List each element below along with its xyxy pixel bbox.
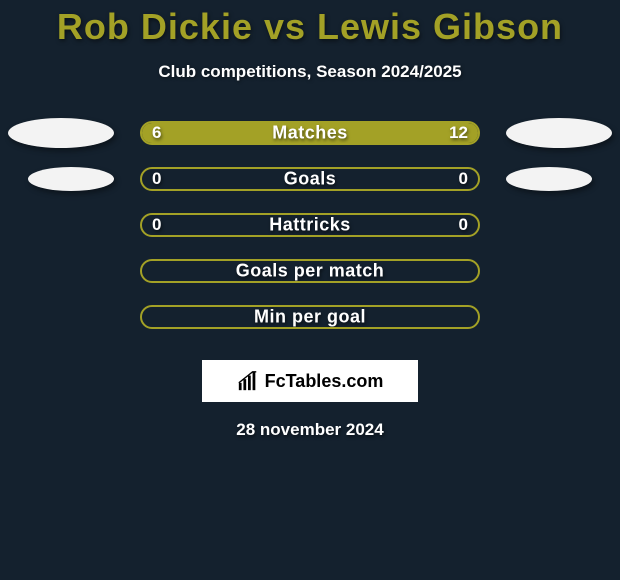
stat-row: 612Matches: [0, 110, 620, 156]
stat-label: Min per goal: [142, 307, 478, 328]
stat-bar: 0 0Goals: [140, 167, 480, 191]
bar-chart-icon: [237, 370, 259, 392]
subtitle: Club competitions, Season 2024/2025: [0, 62, 620, 82]
stat-bar: Min per goal: [140, 305, 480, 329]
player-badge-left: [8, 118, 114, 148]
stat-value-right: 0: [459, 169, 468, 189]
stat-row: 0 0Hattricks: [0, 202, 620, 248]
comparison-infographic: { "title": { "text": "Rob Dickie vs Lewi…: [0, 0, 620, 580]
date-text: 28 november 2024: [0, 420, 620, 440]
stat-value-left: 0: [152, 215, 161, 235]
brand-text: FcTables.com: [265, 371, 384, 392]
stat-row: Goals per match: [0, 248, 620, 294]
player-badge-right: [506, 167, 592, 191]
stat-bar: 0 0Hattricks: [140, 213, 480, 237]
stat-row: Min per goal: [0, 294, 620, 340]
player-badge-left: [28, 167, 114, 191]
stat-rows: 612Matches00Goals00HattricksGoals per ma…: [0, 110, 620, 340]
stat-label: Hattricks: [142, 215, 478, 236]
stat-value-right: 0: [459, 215, 468, 235]
stat-bar: Goals per match: [140, 259, 480, 283]
page-title: Rob Dickie vs Lewis Gibson: [0, 0, 620, 48]
stat-value-left: 0: [152, 169, 161, 189]
player-badge-right: [506, 118, 612, 148]
stat-label: Goals per match: [142, 261, 478, 282]
stat-row: 0 0Goals: [0, 156, 620, 202]
stat-bar: 612Matches: [140, 121, 480, 145]
brand-box: FcTables.com: [202, 360, 418, 402]
bar-fill-right: [246, 123, 478, 143]
stat-value-right: 12: [449, 123, 468, 143]
stat-label: Goals: [142, 169, 478, 190]
stat-value-left: 6: [152, 123, 161, 143]
